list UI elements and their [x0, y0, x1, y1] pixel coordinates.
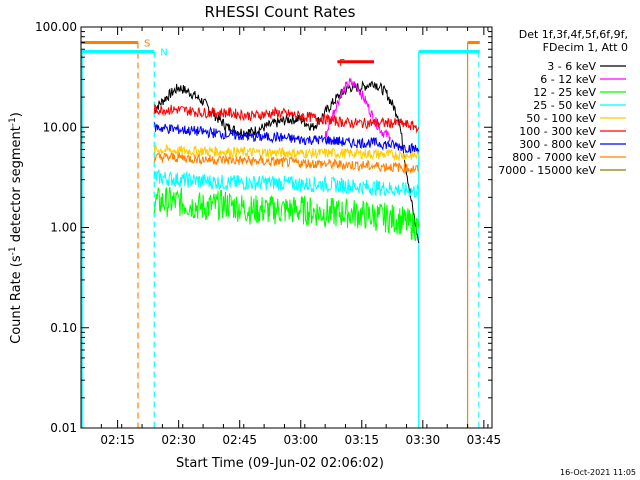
legend-entry-label: 50 - 100 keV — [526, 112, 596, 125]
legend-entry-label: 6 - 12 keV — [540, 73, 596, 86]
legend-entry-label: 25 - 50 keV — [533, 99, 596, 112]
y-axis-label-part: ) — [9, 112, 24, 117]
y-tick-label: 100.00 — [35, 20, 77, 34]
series-layer — [153, 77, 420, 244]
flag-bars: SN F — [81, 39, 480, 428]
x-tick-label: 03:15 — [344, 433, 379, 447]
legend-entry-label: 3 - 6 keV — [547, 60, 596, 73]
footer-date: 16-Oct-2021 11:05 — [560, 468, 636, 477]
annotation-n: N — [160, 47, 167, 58]
legend-entry-label: 300 - 800 keV — [519, 138, 596, 151]
series-line-5 — [153, 103, 420, 134]
y-axis-label-part: detector segment — [9, 126, 24, 246]
y-axis-label-superscript: -1 — [8, 246, 18, 255]
series-line-6 — [153, 122, 420, 154]
chart-title: RHESSI Count Rates — [205, 3, 356, 21]
series-line-2 — [153, 186, 420, 242]
x-tick-label: 03:00 — [283, 433, 318, 447]
y-tick-label: 1.00 — [50, 221, 77, 235]
axes: 0.01 0.10 1.00 10.00 100.00 02:15 02:30 02:45 03… — [35, 20, 501, 447]
series-line-7 — [153, 152, 420, 175]
annotation-s: S — [144, 39, 150, 50]
x-axis-label: Start Time (09-Jun-02 02:06:02) — [176, 456, 384, 471]
legend-entry-label: 100 - 300 keV — [519, 125, 596, 138]
x-tick-label: 02:30 — [161, 433, 196, 447]
legend-entry-label: 12 - 25 keV — [533, 86, 596, 99]
y-tick-label: 0.10 — [50, 321, 77, 335]
y-axis-label-part: Count Rate (s — [9, 255, 24, 344]
legend: Det 1f,3f,4f,5f,6f,9f,FDecim 1, Att 0 3 -… — [498, 28, 628, 177]
x-tick-label: 03:45 — [467, 433, 502, 447]
annotation-f: F — [339, 58, 345, 69]
y-axis-label-superscript: -1 — [8, 117, 18, 126]
legend-header-line: FDecim 1, Att 0 — [543, 41, 628, 54]
y-tick-label: 10.00 — [43, 120, 77, 134]
x-tick-label: 02:15 — [100, 433, 135, 447]
legend-header-line: Det 1f,3f,4f,5f,6f,9f, — [519, 28, 628, 41]
x-tick-label: 02:45 — [222, 433, 257, 447]
legend-entry-label: 800 - 7000 keV — [512, 151, 596, 164]
series-line-4 — [153, 144, 420, 162]
x-tick-label: 03:30 — [406, 433, 441, 447]
series-line-1 — [324, 77, 391, 142]
legend-entry-label: 7000 - 15000 keV — [498, 164, 596, 177]
series-line-3 — [153, 169, 420, 199]
y-axis-label: Count Rate (s-1 detector segment-1) — [8, 112, 24, 344]
y-tick-label: 0.01 — [50, 421, 77, 435]
